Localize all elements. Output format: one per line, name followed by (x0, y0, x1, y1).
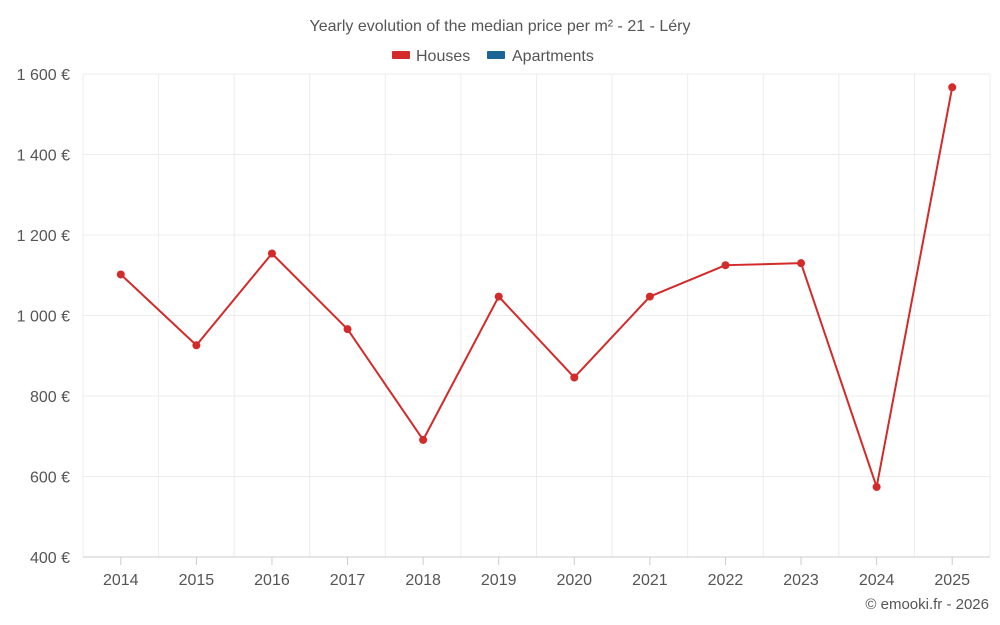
data-point[interactable] (494, 292, 503, 301)
x-tick-label: 2022 (708, 572, 744, 589)
x-tick-label: 2016 (254, 572, 290, 589)
legend-swatch-houses (392, 51, 410, 59)
y-axis-ticks: 400 € 600 € 800 € 1 000 € 1 200 € 1 400 € 1 60… (17, 67, 70, 567)
data-point[interactable] (267, 249, 276, 258)
y-tick-label: 1 000 € (17, 309, 70, 326)
y-tick-label: 1 200 € (17, 228, 70, 245)
y-tick-label: 1 400 € (17, 148, 70, 165)
data-point[interactable] (948, 83, 957, 92)
y-tick-label: 1 600 € (17, 67, 70, 84)
chart-title: Yearly evolution of the median price per… (310, 18, 691, 35)
x-axis-ticks: 2014 2015 2016 2017 2018 2019 2020 2021 2022 2023… (103, 557, 970, 589)
legend-swatch-apartments (487, 51, 505, 59)
legend-label-apartments[interactable]: Apartments (512, 48, 594, 65)
x-tick-label: 2020 (556, 572, 592, 589)
x-tick-label: 2025 (934, 572, 970, 589)
legend-label-houses[interactable]: Houses (416, 48, 470, 65)
series-line-houses (120, 87, 954, 488)
data-point[interactable] (116, 270, 125, 279)
credit-text[interactable]: © emooki.fr - 2026 (865, 596, 989, 613)
x-tick-label: 2021 (632, 572, 668, 589)
x-tick-label: 2019 (481, 572, 517, 589)
x-tick-label: 2024 (859, 572, 895, 589)
data-point[interactable] (570, 373, 579, 382)
y-tick-label: 600 € (30, 470, 70, 487)
data-point[interactable] (872, 482, 881, 491)
data-point[interactable] (645, 292, 654, 301)
data-point[interactable] (419, 435, 428, 444)
x-tick-label: 2018 (405, 572, 441, 589)
x-tick-label: 2014 (103, 572, 139, 589)
series-houses (116, 83, 957, 491)
y-tick-label: 400 € (30, 550, 70, 567)
y-tick-label: 800 € (30, 389, 70, 406)
legend: Houses Apartments (392, 48, 594, 65)
data-point[interactable] (721, 261, 730, 270)
x-tick-label: 2015 (179, 572, 215, 589)
data-point[interactable] (343, 325, 352, 334)
x-tick-label: 2023 (783, 572, 819, 589)
x-tick-label: 2017 (330, 572, 366, 589)
data-point[interactable] (797, 259, 806, 268)
data-point[interactable] (192, 341, 201, 350)
horizontal-gridlines (83, 73, 990, 477)
